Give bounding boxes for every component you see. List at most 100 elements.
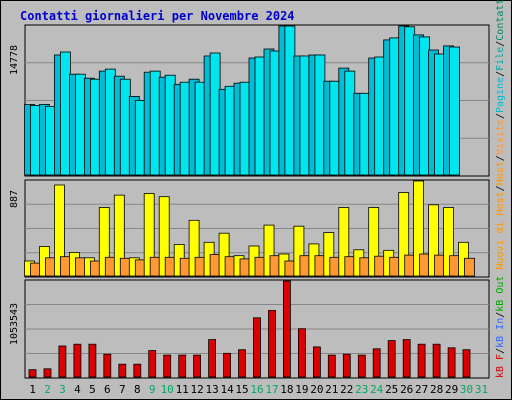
legend-item: / [495,312,506,318]
bar-hosts-visite-28 [428,204,440,277]
bar-pages-file-28 [434,53,446,176]
legend-item: kB F [495,354,506,378]
legend-item: / [495,348,506,354]
bar-traffic-kb-f-19 [297,328,306,378]
bar-traffic-kb-f-2 [43,368,52,378]
bar-hosts-host-27 [419,253,431,277]
bar-pages-file-12 [194,81,206,176]
x-tick-label: 6 [104,383,111,396]
x-tick-label: 23 [355,383,368,396]
bar-hosts-host-22 [344,256,356,277]
bar-traffic-kb-f-10 [163,354,172,378]
bar-hosts-visite-3 [54,184,65,277]
bar-hosts-visite-7 [113,194,125,277]
bar-pages-file-5 [90,78,101,176]
bar-traffic-kb-f-3 [58,345,67,378]
bar-hosts-host-2 [45,257,56,277]
bar-traffic-kb-f-9 [148,350,157,378]
x-tick-label: 21 [325,383,338,396]
bar-traffic-kb-f-12 [193,354,202,378]
x-tick-label: 27 [415,383,428,396]
legend-item: kB In [495,318,506,348]
legend-item: kB Out [495,276,506,312]
bar-pages-file-1 [30,105,41,176]
legend-item: / [495,185,506,191]
bar-traffic-kb-f-7 [118,363,127,378]
x-tick-label: 22 [340,383,353,396]
bar-traffic-kb-f-4 [73,343,82,378]
bar-pages-file-11 [179,81,191,176]
x-tick-label: 5 [89,383,96,396]
bar-pages-file-7 [119,78,131,176]
bar-pages-file-2 [45,106,56,176]
chart-panels: 14778 887 1053543 [9,24,490,379]
bar-pages-file-16 [254,56,266,176]
bar-traffic-kb-f-21 [327,354,336,378]
bar-pages-file-19 [299,55,311,176]
x-tick-label: 29 [445,383,458,396]
x-tick-label: 17 [265,383,278,396]
bar-hosts-host-21 [329,256,341,277]
legend-item: Visite [495,119,506,155]
bar-hosts-host-11 [179,257,191,277]
bar-hosts-host-28 [434,254,446,277]
bar-traffic-kb-f-5 [88,343,97,378]
bar-hosts-host-19 [299,255,311,277]
x-tick-label: 28 [430,383,443,396]
x-tick-label: 18 [280,383,293,396]
bar-hosts-host-4 [75,257,86,277]
bar-traffic-kb-f-13 [208,339,217,378]
bar-hosts-visite-17 [263,224,275,277]
x-tick-label: 19 [295,383,308,396]
y-max-label: 887 [9,190,20,208]
x-tick-label: 25 [385,383,398,396]
bar-pages-file-6 [104,68,116,176]
x-tick-label: 14 [220,383,234,396]
panel-traffic: 1053543 [9,279,490,379]
bar-pages-file-25 [389,37,401,176]
x-tick-label: 30 [460,383,473,396]
legend-item: / [495,71,506,77]
x-tick-label: 26 [400,383,413,396]
bar-traffic-kb-f-29 [447,347,456,378]
bar-traffic-kb-f-27 [417,343,426,378]
bar-hosts-host-9 [149,256,161,277]
bar-hosts-host-15 [239,258,251,277]
bar-hosts-host-3 [60,256,71,277]
x-tick-label: 2 [44,383,51,396]
bar-traffic-kb-f-30 [462,349,471,378]
bar-hosts-host-30 [464,257,475,277]
legend-item: Nuovi di Host [495,191,506,275]
bar-traffic-kb-f-23 [357,354,366,378]
bar-traffic-kb-f-14 [223,352,232,378]
bar-hosts-host-25 [389,256,401,277]
legend-item: / [495,155,506,161]
bar-hosts-host-16 [254,256,266,277]
legend-text: kB F/kB In/kB Out Nuovi di Host/Host/Vis… [495,0,506,378]
bar-pages-file-9 [149,70,161,176]
x-tick-label: 4 [74,383,81,396]
bar-hosts-visite-6 [98,207,110,277]
x-tick-label: 24 [370,383,384,396]
bar-pages-file-10 [164,74,176,176]
bar-hosts-visite-9 [143,193,155,277]
bar-traffic-kb-f-25 [387,340,396,378]
bar-pages-file-4 [75,73,86,176]
bar-pages-file-18 [284,25,296,176]
bar-hosts-visite-27 [413,180,425,277]
x-tick-label: 12 [190,383,203,396]
x-tick-label: 3 [59,383,66,396]
y-max-label: 1053543 [9,303,20,345]
bar-pages-file-22 [344,70,356,176]
bar-pages-file-13 [209,52,221,176]
bar-traffic-kb-f-16 [253,317,261,378]
x-axis-labels: 1 2 3 4 5 6 7 8 9 10 11 12 13 14 15 16 17 18 19 20 21 22 23 24 2… [29,383,488,396]
bar-traffic-kb-f-28 [432,343,441,378]
bar-hosts-host-10 [164,256,176,277]
bar-hosts-visite-24 [368,207,380,277]
legend-item: / [495,41,506,47]
bar-hosts-host-1 [30,262,41,277]
bar-hosts-host-23 [359,257,371,277]
bar-hosts-host-13 [209,254,221,277]
y-max-label: 14778 [9,45,20,75]
